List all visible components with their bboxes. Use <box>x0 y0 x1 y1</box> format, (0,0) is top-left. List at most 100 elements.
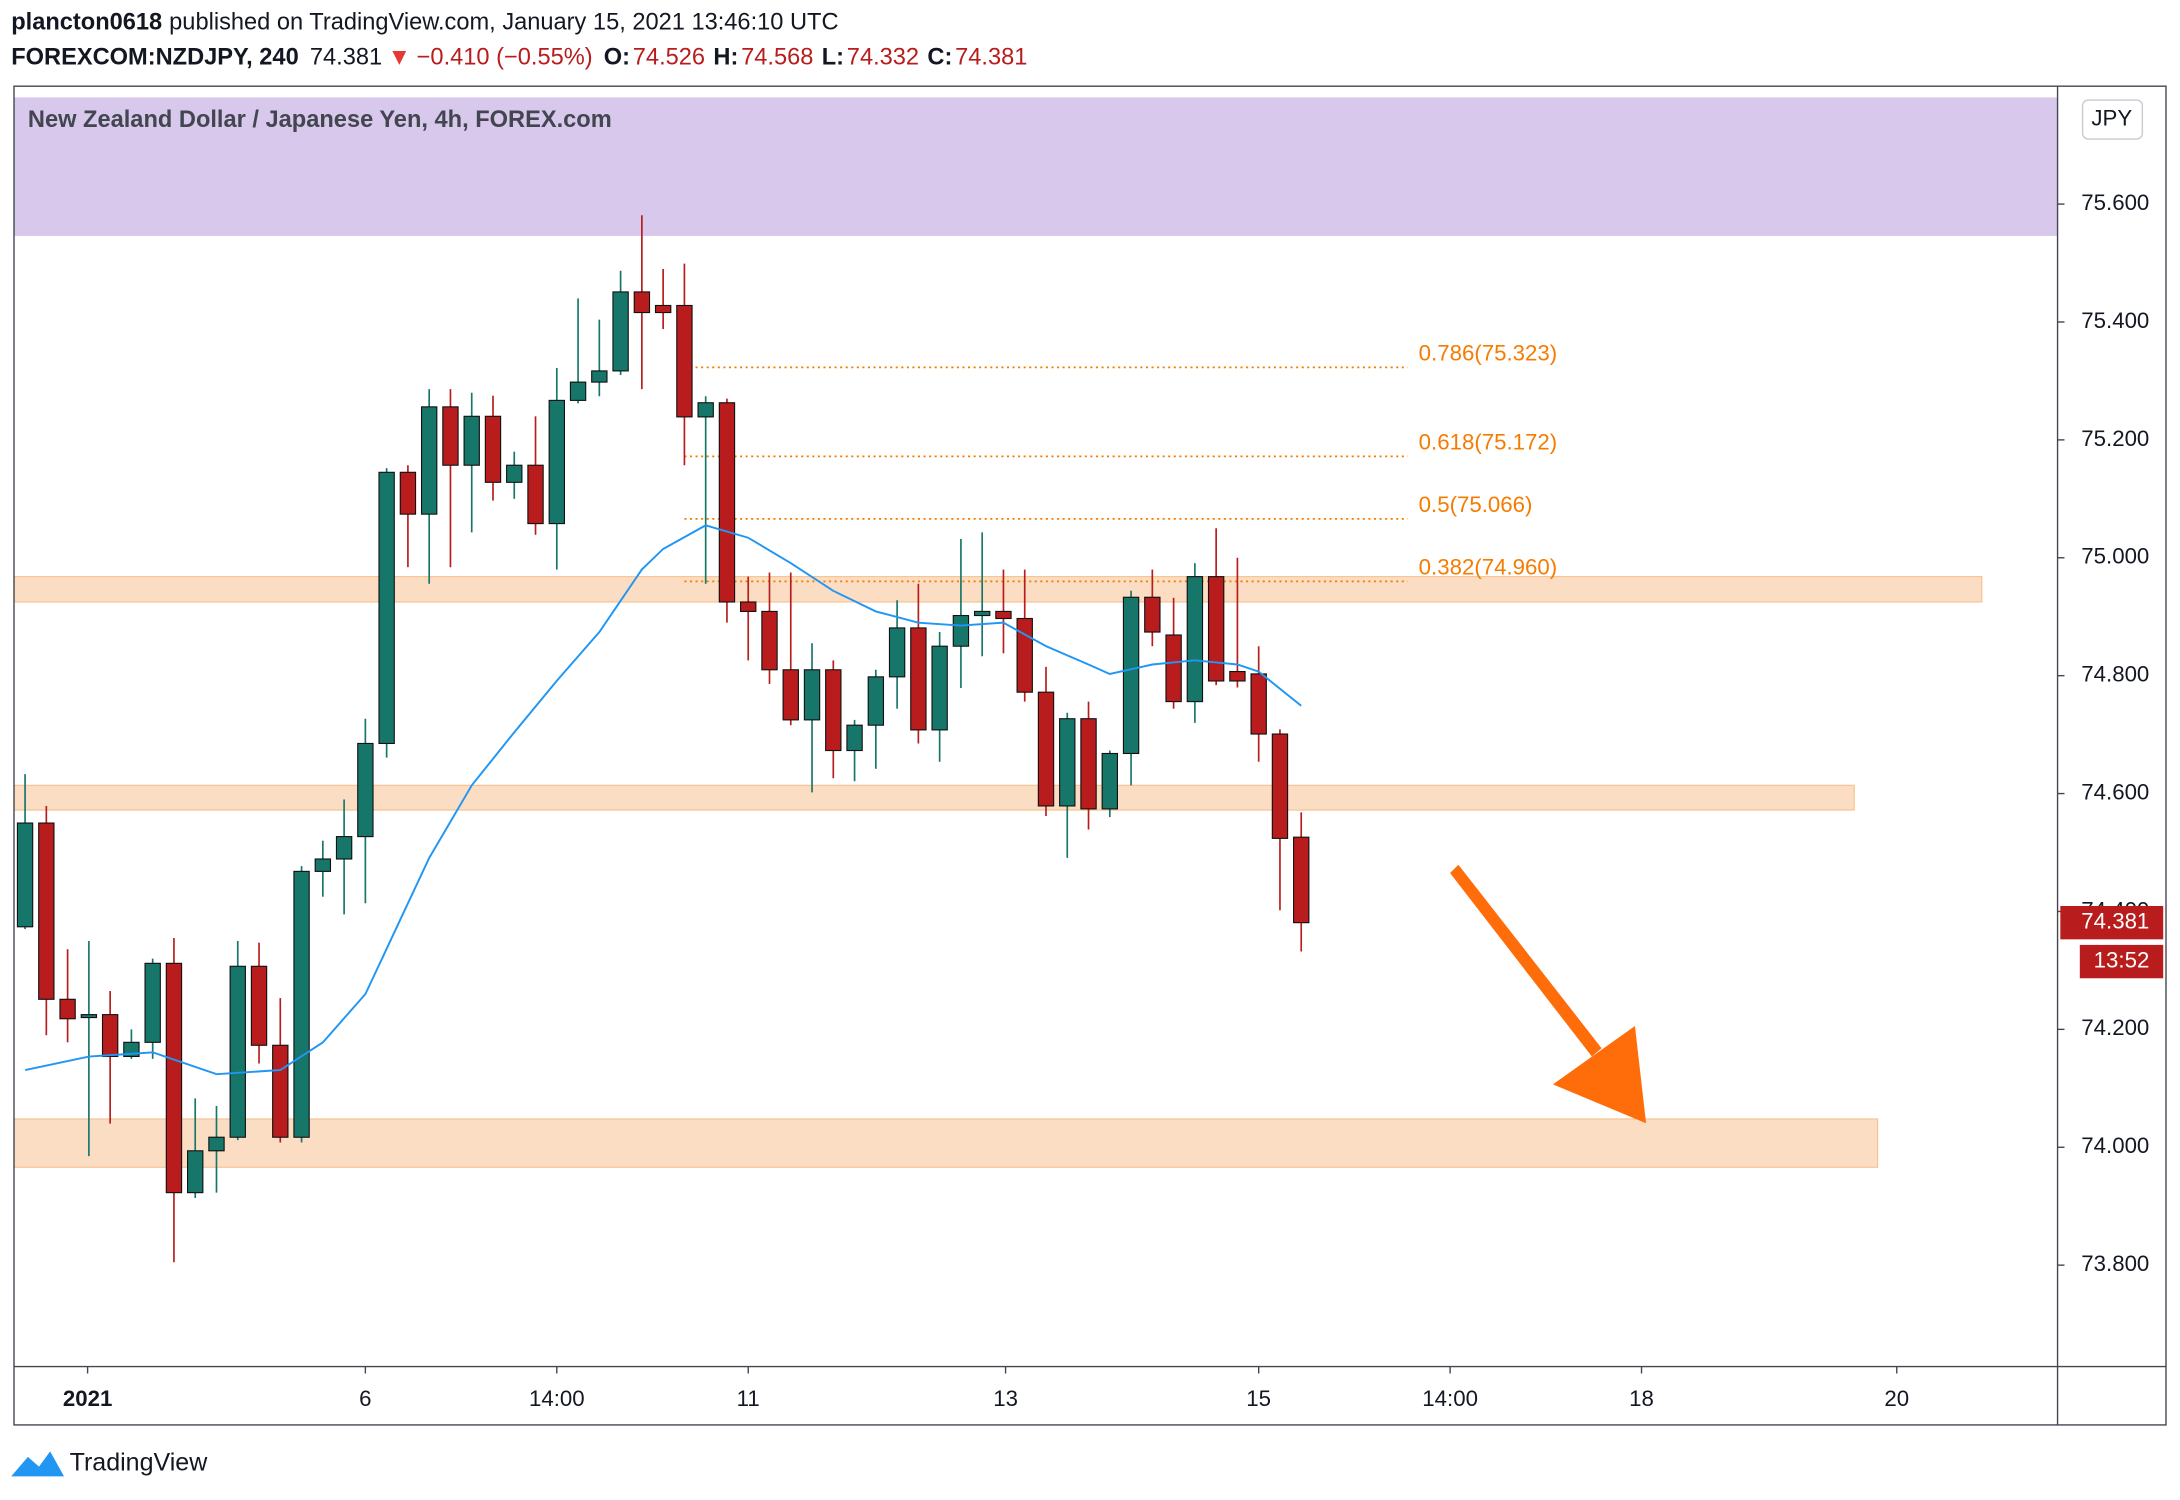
fib-label: 0.382(74.960) <box>1419 555 1557 580</box>
currency-button[interactable] <box>2081 99 2144 140</box>
candle-body <box>931 645 948 731</box>
candle-body <box>761 610 778 671</box>
x-tick-label: 14:00 <box>1422 1386 1478 1411</box>
y-tick-label: 75.400 <box>2081 308 2149 333</box>
published: published on TradingView.com, January 15… <box>169 10 838 36</box>
countdown-tag <box>2079 944 2164 979</box>
direction: ▼ <box>388 45 411 71</box>
y-tick-label: 74.600 <box>2081 779 2149 804</box>
logo: TradingView <box>11 1448 208 1476</box>
x-tick-label: 20 <box>1884 1386 1909 1411</box>
candle-body <box>867 676 885 726</box>
candle-body <box>1080 718 1097 810</box>
y-tick-label: 74.000 <box>2081 1133 2149 1158</box>
candle-body <box>314 858 332 872</box>
candle-body <box>165 962 183 1194</box>
candle-body <box>527 464 544 525</box>
frame <box>13 85 2167 1426</box>
zone <box>13 576 1983 603</box>
candle-body <box>740 601 757 612</box>
candle-body <box>697 402 714 418</box>
arrow <box>1450 864 1647 1124</box>
candle-body <box>38 822 55 1000</box>
change: −0.410 (−0.55%) <box>417 45 593 71</box>
ohlc-value: 74.332 <box>847 45 919 71</box>
y-tick-label: 74.800 <box>2081 662 2149 687</box>
candle-body <box>803 669 821 721</box>
y-tick-label: 74.200 <box>2081 1015 2149 1040</box>
candle-body <box>357 742 374 838</box>
candle-body <box>612 291 629 372</box>
candle-body <box>1059 718 1076 807</box>
candle-body <box>548 399 565 525</box>
plot-area: 0.786(75.323) 0.618(75.172) 0.5(75.066) 0.3… <box>13 97 2058 1263</box>
ohlc-label: O: <box>604 45 630 71</box>
candle-body <box>1165 634 1182 703</box>
x-tick-label: 18 <box>1629 1386 1654 1411</box>
author: plancton0618 <box>11 10 162 36</box>
fib-label: 0.618(75.172) <box>1419 430 1557 455</box>
fib-label: 0.786(75.323) <box>1419 341 1557 366</box>
x-tick-label: 13 <box>993 1386 1018 1411</box>
zone <box>14 97 2058 236</box>
zone <box>13 1118 1879 1168</box>
candle-body <box>378 471 395 745</box>
candle-body <box>506 464 523 483</box>
y-tick-label: 73.800 <box>2081 1251 2149 1276</box>
candle-body <box>1016 617 1033 693</box>
candle-body <box>846 724 863 752</box>
logo-icon <box>11 1451 65 1477</box>
last-price-tag <box>2060 905 2164 940</box>
ohlc-value: 74.381 <box>955 45 1027 71</box>
zone <box>13 784 1855 811</box>
candle-body <box>633 291 651 314</box>
symbol-line: FOREXCOM:NZDJPY, 240 74.381 ▼ −0.410 (−0.55… <box>11 45 1027 71</box>
header-line: plancton0618 published on TradingView.com… <box>11 10 838 36</box>
candle-body <box>1271 733 1289 839</box>
candle-body <box>1186 576 1204 703</box>
x-tick-label: 14:00 <box>529 1386 585 1411</box>
y-tick-label: 75.600 <box>2081 190 2149 215</box>
moving-average <box>24 524 1302 1076</box>
candle-body <box>1250 673 1267 735</box>
candle-body <box>825 669 842 752</box>
candle-body <box>1144 596 1161 633</box>
x-tick-label: 6 <box>359 1386 371 1411</box>
candle-body <box>293 870 310 1138</box>
candle-body <box>1293 836 1310 924</box>
candle-body <box>952 614 970 647</box>
last-price-label: 74.381 <box>2081 909 2149 934</box>
candle-body <box>782 669 799 721</box>
candle-body <box>910 627 927 731</box>
ohlc-value: 74.568 <box>741 45 813 71</box>
x-tick-label: 15 <box>1246 1386 1271 1411</box>
candle-body <box>654 304 672 314</box>
candle-body <box>484 415 502 483</box>
candle-body <box>718 402 736 603</box>
candle-body <box>676 304 693 418</box>
ohlc-label: L: <box>822 45 844 71</box>
price: 74.381 <box>310 45 382 71</box>
candle-body <box>888 627 906 678</box>
arrow-head <box>1552 1025 1647 1124</box>
candle-body <box>229 965 246 1138</box>
candle-body <box>187 1150 204 1194</box>
candle-body <box>250 965 268 1046</box>
arrow-shaft <box>1450 864 1602 1057</box>
countdown: 13:52 <box>2094 947 2150 972</box>
candle-body <box>1122 596 1140 755</box>
candle-body <box>463 415 480 466</box>
candle-body <box>995 610 1012 620</box>
candle-body <box>1037 691 1055 807</box>
y-tick-label: 75.000 <box>2081 544 2149 569</box>
candle-body <box>80 1014 98 1019</box>
candle-body <box>1229 670 1246 682</box>
candle-body <box>1101 752 1119 810</box>
candle-body <box>420 406 438 515</box>
candle-body <box>399 471 417 515</box>
candle-body <box>591 370 608 383</box>
logo-text: TradingView <box>70 1448 209 1476</box>
ohlc-label: C: <box>927 45 952 71</box>
candle-body <box>144 962 161 1043</box>
